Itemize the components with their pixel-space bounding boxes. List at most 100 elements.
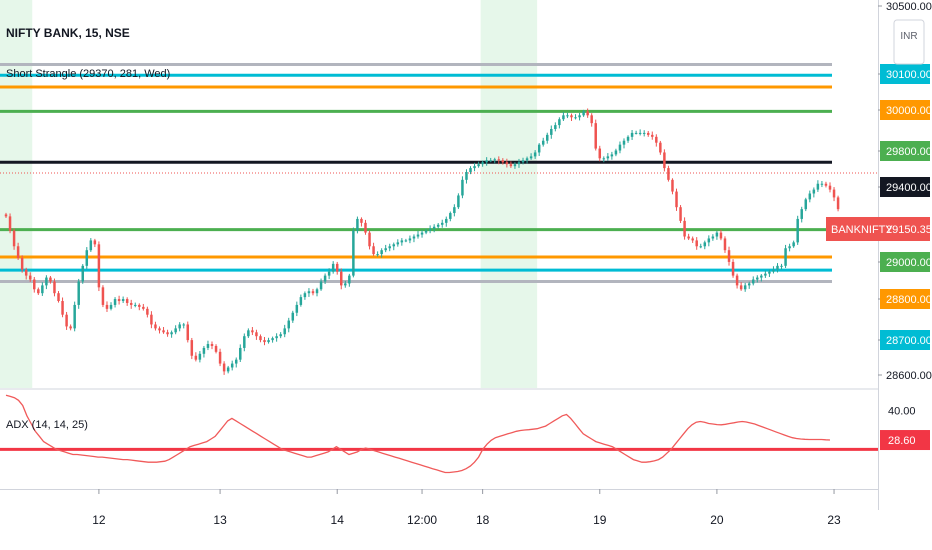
candle-body [614, 150, 618, 155]
candle-body [109, 304, 113, 309]
candlestick-series [4, 108, 840, 375]
price-tick-label-4: 29400.00 [886, 182, 932, 194]
candle-body [315, 289, 319, 294]
candle-body [541, 140, 545, 145]
candle-body [178, 324, 181, 329]
candle-body [331, 263, 335, 272]
candle-body [735, 275, 739, 286]
candle-body [210, 344, 214, 346]
time-tick-label-6: 20 [710, 513, 724, 527]
candle-body [634, 132, 638, 134]
candle-body [53, 281, 56, 294]
candle-body [760, 275, 763, 278]
candle-body [295, 304, 299, 313]
candle-body [134, 304, 137, 306]
candle-body [695, 240, 698, 247]
candle-body [105, 304, 109, 309]
candle-body [642, 132, 646, 134]
candle-body [465, 172, 468, 180]
candle-body [517, 162, 521, 165]
price-tag-box-6 [880, 252, 930, 272]
candle-body [574, 117, 577, 119]
time-tick-label-5: 19 [593, 513, 607, 527]
candle-body [501, 160, 505, 163]
candle-body [816, 183, 820, 190]
session-highlight-0 [0, 0, 33, 388]
last-price-symbol: BANKNIFTY [831, 224, 893, 236]
candle-body [546, 134, 549, 141]
candle-body [513, 164, 517, 167]
candle-body [267, 340, 270, 343]
candle-body [20, 258, 24, 270]
price-tag-box-2 [880, 100, 930, 120]
candle-body [65, 314, 68, 327]
candle-body [150, 314, 153, 325]
candle-body [190, 340, 194, 356]
candle-body [812, 189, 816, 194]
candle-body [45, 277, 48, 286]
candle-body [392, 244, 396, 247]
candle-body [170, 332, 173, 335]
candle-body [440, 222, 444, 225]
currency-button[interactable] [893, 19, 925, 65]
candle-body [279, 334, 282, 337]
candle-body [12, 230, 16, 247]
candle-body [356, 218, 359, 231]
candle-body [747, 283, 751, 286]
price-tag-box-7 [880, 289, 930, 309]
candle-body [93, 240, 97, 245]
candle-body [307, 291, 311, 294]
candle-body [69, 326, 72, 329]
candle-body [368, 232, 371, 247]
candle-body [566, 115, 569, 117]
price-tag-box-4 [880, 177, 930, 197]
candle-body [655, 136, 658, 143]
chart-title: NIFTY BANK, 15, NSE [6, 26, 130, 40]
candle-body [659, 142, 662, 153]
candle-body [808, 193, 812, 200]
candle-body [182, 324, 185, 326]
candle-body [166, 332, 169, 335]
candle-body [138, 304, 141, 307]
candle-body [275, 336, 278, 339]
candle-body [121, 299, 125, 302]
adx-value-tag [880, 430, 930, 451]
candle-body [174, 328, 177, 333]
candle-body [384, 248, 387, 251]
candle-body [218, 351, 222, 364]
candle-body [719, 232, 723, 239]
price-tick-label-1: 30100.00 [886, 69, 932, 81]
candle-body [380, 250, 383, 255]
adx-value-label: 28.60 [888, 435, 916, 447]
candle-body [675, 191, 678, 208]
candle-body [594, 123, 597, 149]
candle-body [461, 179, 464, 196]
time-tick-label-0: 12 [92, 513, 106, 527]
candle-body [691, 238, 694, 241]
last-price-tag [826, 217, 930, 241]
time-tick-label-2: 14 [331, 513, 345, 527]
candle-body [828, 185, 832, 190]
price-tick-label-6: 29000.00 [886, 257, 932, 269]
adx-pane [0, 394, 878, 474]
candle-body [533, 152, 537, 157]
price-tag-box-3 [880, 141, 930, 161]
candle-body [804, 199, 808, 210]
horizontal-levels [0, 63, 878, 283]
candle-body [683, 220, 686, 237]
candle-body [699, 246, 702, 248]
candle-body [432, 226, 436, 229]
candle-body [505, 162, 509, 165]
candle-body [360, 218, 363, 223]
indicator-label: Short Strangle (29370, 281, Wed) [6, 68, 170, 80]
candle-body [142, 306, 145, 309]
candle-body [77, 281, 80, 305]
candle-body [24, 269, 28, 276]
candle-body [287, 320, 290, 329]
candle-body [335, 263, 339, 272]
candle-body [671, 179, 674, 192]
candle-body [485, 160, 488, 163]
candle-body [796, 218, 799, 243]
candle-body [598, 148, 602, 159]
